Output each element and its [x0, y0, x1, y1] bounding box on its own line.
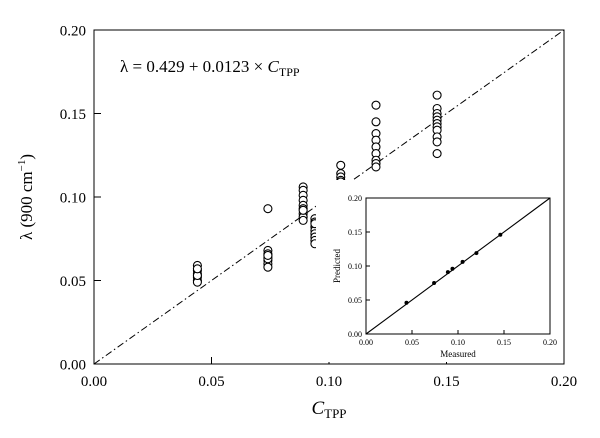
- inset-plot: 0.00 0.05 0.10 0.15 0.20 0.00 0.05 0.10 0.15 0.20…: [316, 180, 560, 362]
- x-axis-label: CTPP: [311, 398, 346, 421]
- fit-equation-sub: TPP: [279, 65, 300, 79]
- data-point: [371, 162, 381, 172]
- x-tick-label: 0.15: [433, 374, 459, 390]
- data-point: [263, 204, 273, 214]
- y-tick-label: 0.00: [348, 330, 362, 339]
- data-point: [298, 215, 308, 225]
- inset-data-point: [460, 259, 465, 264]
- data-point: [432, 137, 442, 147]
- x-tick-label: 0.20: [543, 338, 557, 347]
- inset-tick-labels: 0.00 0.05 0.10 0.15 0.20 0.00 0.05 0.10 0.15 0.20: [348, 194, 557, 347]
- data-point: [263, 262, 273, 272]
- x-tick-label: 0.00: [359, 338, 373, 347]
- data-point: [298, 205, 308, 215]
- inset-ticks: [365, 197, 551, 335]
- inset-data-point: [450, 266, 455, 271]
- inset-data-point: [445, 270, 450, 275]
- identity-line: [365, 197, 551, 335]
- y-axis-label-end: ): [17, 154, 36, 160]
- y-tick-label: 0.20: [348, 194, 362, 203]
- x-axis-label-sub: TPP: [324, 406, 346, 421]
- y-tick-label: 0.00: [60, 357, 86, 373]
- x-tick-label: 0.05: [405, 338, 419, 347]
- data-point: [371, 117, 381, 127]
- inset-y-axis-label: Predicted: [332, 249, 342, 283]
- y-axis-label-sup: −1: [16, 160, 28, 172]
- y-axis-label: λ (900 cm−1): [16, 154, 36, 240]
- main-tick-labels: 0.00 0.05 0.10 0.15 0.20 0.00 0.05 0.10 0.15 0.20: [60, 23, 577, 390]
- inset-x-axis-label: Measured: [440, 349, 476, 359]
- x-tick-label: 0.15: [497, 338, 511, 347]
- y-axis-label-main: λ (900 cm: [17, 171, 36, 240]
- x-tick-label: 0.20: [551, 374, 577, 390]
- inset-data-points: [404, 232, 503, 305]
- inset-background: [316, 180, 560, 362]
- fit-equation-var: C: [268, 57, 280, 76]
- inset-data-point: [404, 300, 409, 305]
- y-tick-label: 0.10: [60, 190, 86, 206]
- inset-data-point: [474, 251, 479, 256]
- x-tick-label: 0.10: [451, 338, 465, 347]
- fit-line: [93, 29, 565, 365]
- fit-equation-lhs: λ = 0.429 + 0.0123 ×: [120, 57, 268, 76]
- data-point: [371, 100, 381, 110]
- data-point: [432, 149, 442, 159]
- x-tick-label: 0.00: [81, 374, 107, 390]
- inset-data-point: [498, 232, 503, 237]
- y-tick-label: 0.15: [60, 107, 86, 123]
- x-tick-label: 0.05: [198, 374, 224, 390]
- y-tick-label: 0.15: [348, 228, 362, 237]
- inset-data-point: [432, 281, 437, 285]
- y-tick-label: 0.20: [60, 23, 86, 39]
- y-tick-label: 0.05: [60, 274, 86, 290]
- x-tick-label: 0.10: [316, 374, 342, 390]
- y-tick-label: 0.10: [348, 262, 362, 271]
- data-point: [432, 90, 442, 100]
- fit-equation: λ = 0.429 + 0.0123 × CTPP: [120, 57, 300, 79]
- y-tick-label: 0.05: [348, 296, 362, 305]
- data-point: [192, 264, 202, 274]
- x-axis-label-main: C: [311, 398, 324, 419]
- data-point: [263, 250, 273, 260]
- data-point: [336, 160, 346, 170]
